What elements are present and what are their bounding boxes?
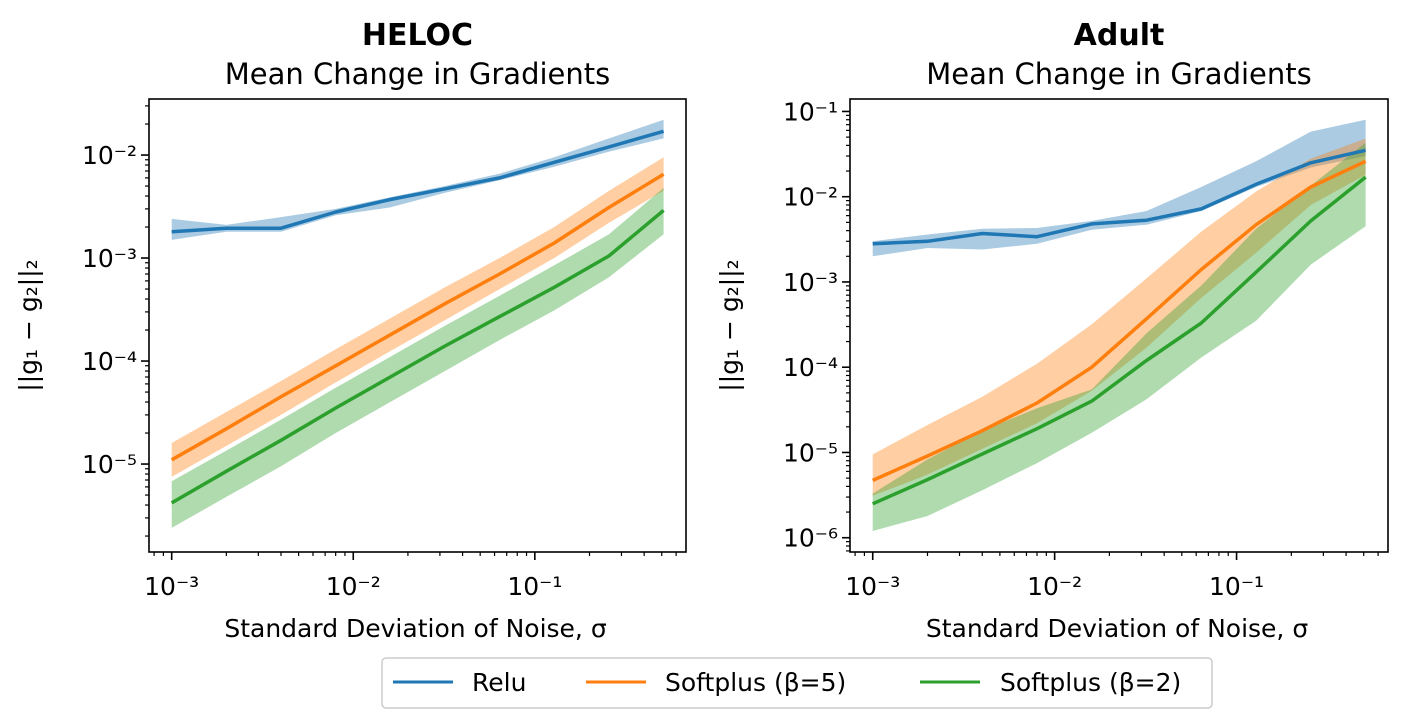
legend-label-relu: Relu xyxy=(472,668,526,697)
line-relu xyxy=(872,148,1366,246)
line-softplus-5 xyxy=(871,159,1367,482)
y-tick-label: 10⁻¹ xyxy=(783,97,838,126)
chart-title: HELOC xyxy=(362,18,473,53)
x-axis-label: Standard Deviation of Noise, σ xyxy=(926,614,1308,643)
line-relu xyxy=(171,129,665,234)
y-tick-label: 10⁻⁵ xyxy=(783,438,838,467)
band-softplus-5 xyxy=(171,157,664,477)
x-tick-label: 10⁻¹ xyxy=(507,572,562,601)
axes-frame xyxy=(849,98,1389,553)
legend-frame xyxy=(381,657,1213,709)
chart-panel-heloc: HELOC Mean Change in Gradients 10⁻³ 10⁻² 10⁻… xyxy=(14,18,687,643)
band-softplus-2 xyxy=(872,142,1366,531)
x-tick-label: 10⁻² xyxy=(326,572,381,601)
y-tick-label: 10⁻⁴ xyxy=(783,353,838,382)
line-softplus-5 xyxy=(170,172,665,462)
x-tick-label: 10⁻¹ xyxy=(1209,572,1264,601)
chart-panel-adult: Adult Mean Change in Gradients 10⁻³ 10⁻² 10⁻… xyxy=(715,18,1389,643)
y-axis-label: ||g₁ − g₂||₂ xyxy=(14,259,43,391)
x-tick-label: 10⁻³ xyxy=(144,572,199,601)
x-tick-label: 10⁻³ xyxy=(845,572,900,601)
y-tick-label: 10⁻⁶ xyxy=(783,524,838,553)
line-softplus-2 xyxy=(871,175,1367,506)
band-softplus-5 xyxy=(872,138,1366,496)
plot-area xyxy=(170,119,665,528)
chart-subtitle: Mean Change in Gradients xyxy=(225,57,610,91)
legend: Relu Softplus (β=5) Softplus (β=2) xyxy=(381,657,1213,709)
y-tick-label: 10⁻³ xyxy=(82,244,137,273)
y-tick-label: 10⁻⁵ xyxy=(82,450,137,479)
legend-label-softplus-2: Softplus (β=2) xyxy=(1000,668,1181,697)
y-axis-label: ||g₁ − g₂||₂ xyxy=(715,259,744,391)
y-tick-label: 10⁻² xyxy=(82,141,137,170)
x-tick-label: 10⁻² xyxy=(1027,572,1082,601)
x-axis-label: Standard Deviation of Noise, σ xyxy=(224,614,606,643)
legend-label-softplus-5: Softplus (β=5) xyxy=(665,668,846,697)
y-tick-label: 10⁻² xyxy=(783,183,838,212)
chart-subtitle: Mean Change in Gradients xyxy=(926,57,1311,91)
plot-area xyxy=(871,119,1367,531)
y-tick-label: 10⁻³ xyxy=(783,268,838,297)
line-softplus-2 xyxy=(170,209,665,505)
band-softplus-2 xyxy=(171,187,664,528)
y-tick-label: 10⁻⁴ xyxy=(82,347,137,376)
chart-title: Adult xyxy=(1074,18,1165,53)
axes-frame xyxy=(148,98,687,553)
